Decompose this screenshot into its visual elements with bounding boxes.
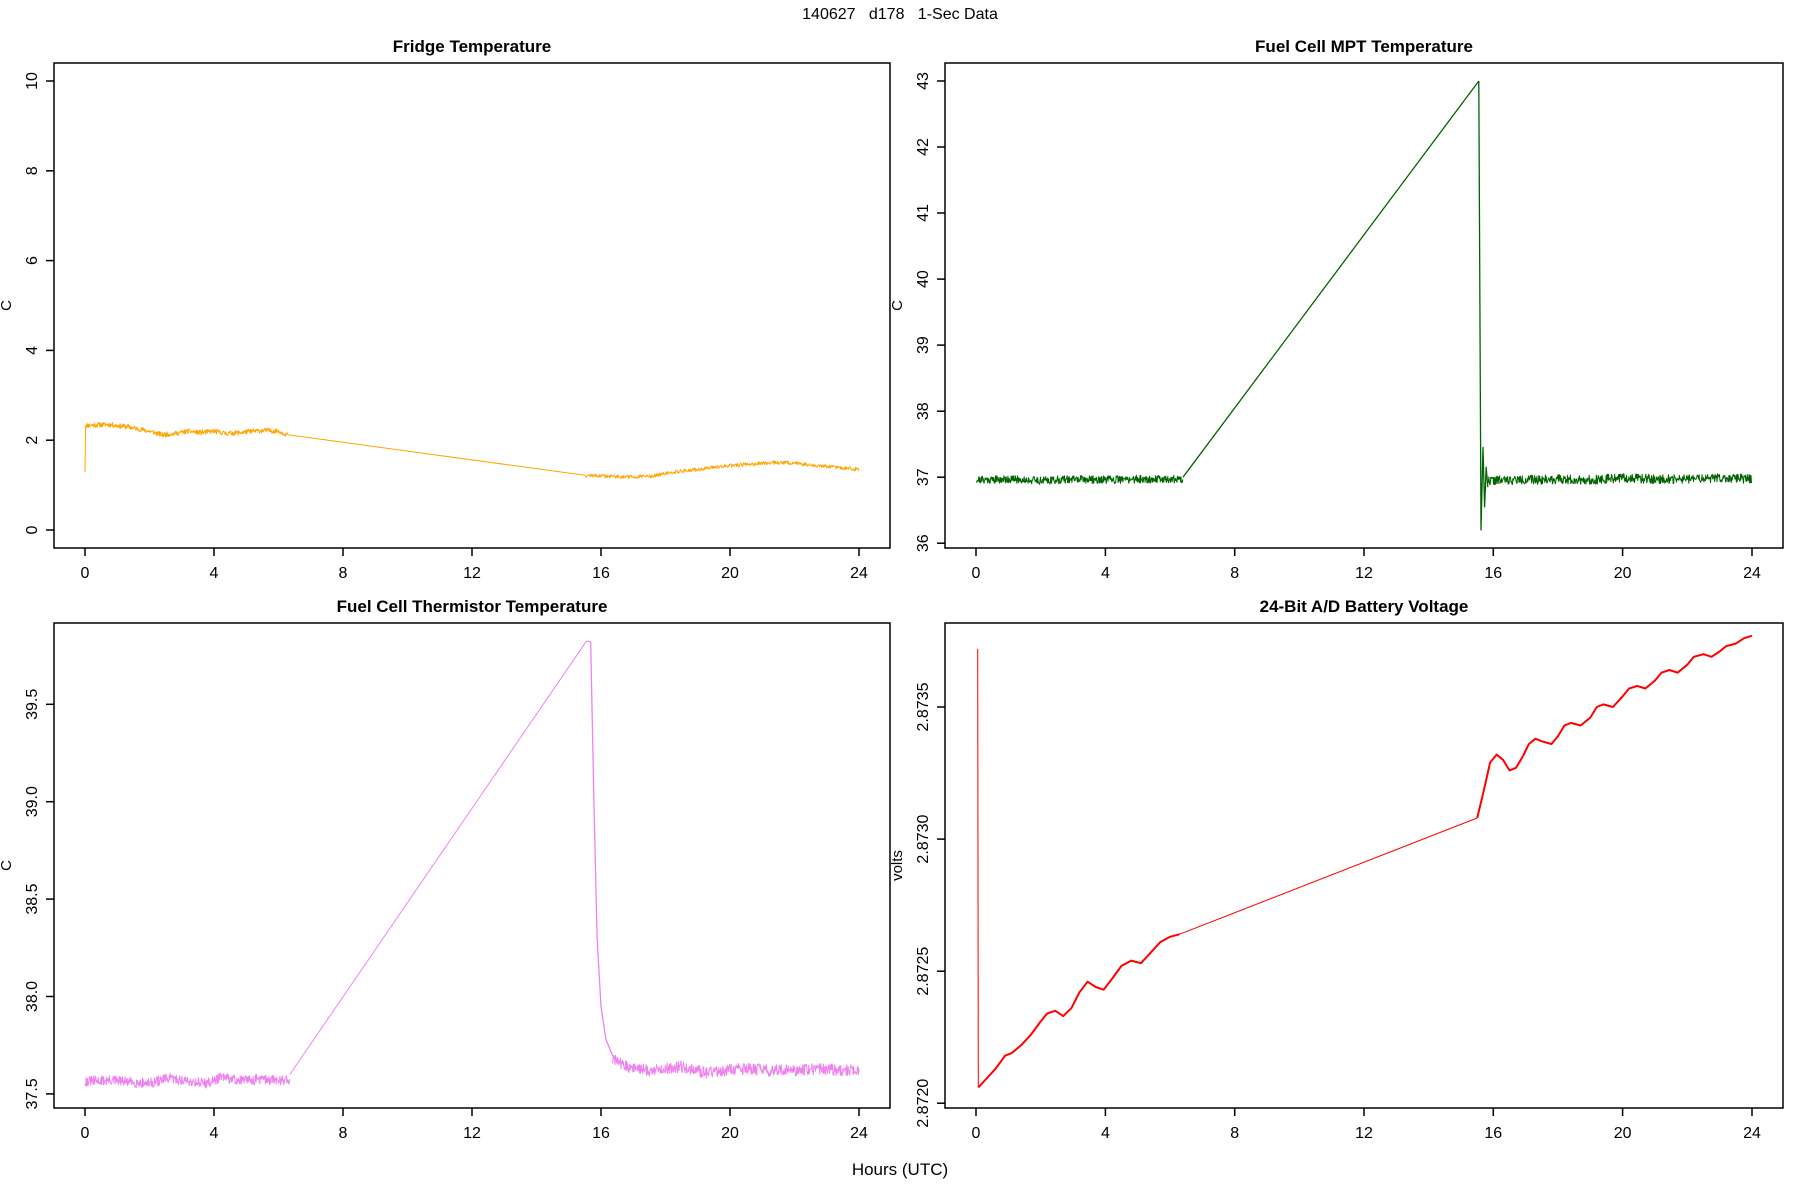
x-tick-label: 16 (592, 1125, 610, 1142)
y-tick-label: 38.5 (24, 883, 41, 914)
x-tick-label: 20 (1614, 565, 1632, 582)
series-segment (84, 422, 289, 438)
y-tick-label: 2.8735 (915, 682, 932, 731)
series-segment (977, 648, 979, 1088)
y-tick-label: 38.0 (24, 981, 41, 1012)
panel-2: Fuel Cell Thermistor Temperature 0 4 8 12 16 2… (0, 597, 891, 1142)
series-segment (1179, 817, 1478, 935)
series-segment (288, 434, 585, 476)
y-tick-label: 43 (915, 72, 932, 90)
panel-title: 24-Bit A/D Battery Voltage (1260, 597, 1469, 616)
y-tick-label: 37.5 (24, 1078, 41, 1109)
x-tick-label: 4 (1101, 565, 1110, 582)
x-tick-label: 24 (1743, 1125, 1761, 1142)
y-tick-label: 38 (915, 402, 932, 420)
x-tick-label: 12 (1355, 565, 1373, 582)
y-tick-label: 4 (24, 346, 41, 355)
plot-box (944, 622, 1784, 1109)
y-tick-label: 37 (915, 468, 932, 486)
y-tick-label: 10 (24, 72, 41, 90)
x-tick-label: 0 (81, 1125, 90, 1142)
x-tick-label: 8 (1230, 565, 1239, 582)
y-axis-label: volts (889, 850, 906, 881)
y-tick-label: 2.8730 (915, 815, 932, 864)
y-tick-label: 8 (24, 166, 41, 175)
y-tick-label: 39.5 (24, 689, 41, 720)
x-tick-label: 24 (850, 1125, 868, 1142)
x-tick-label: 20 (721, 1125, 739, 1142)
plot-box (53, 622, 891, 1109)
series-segment (289, 640, 591, 1075)
y-tick-label: 42 (915, 138, 932, 156)
series-segment (1182, 80, 1480, 478)
series-segment (611, 1054, 860, 1079)
panel-3: 24-Bit A/D Battery Voltage 0 4 8 12 16 20 24 2.8… (889, 597, 1784, 1142)
y-tick-label: 39 (915, 336, 932, 354)
y-tick-label: 40 (915, 270, 932, 288)
x-tick-label: 16 (1484, 565, 1502, 582)
x-tick-label: 4 (1101, 1125, 1110, 1142)
y-axis-label: C (0, 860, 15, 871)
x-tick-label: 20 (1614, 1125, 1632, 1142)
series-segment (584, 460, 860, 480)
y-axis-label: C (889, 300, 906, 311)
x-tick-label: 16 (1484, 1125, 1502, 1142)
y-tick-label: 0 (24, 525, 41, 534)
x-tick-label: 20 (721, 565, 739, 582)
panel-0: Fridge Temperature048121620240246810C (0, 37, 891, 582)
x-tick-label: 0 (972, 565, 981, 582)
series-segment (84, 425, 87, 472)
panel-1: Fuel Cell MPT Temperature 0 4 8 12 16 20 24 36 37… (889, 37, 1784, 582)
series-segment (1478, 80, 1489, 531)
panel-title: Fuel Cell Thermistor Temperature (337, 597, 608, 616)
x-tick-label: 0 (81, 565, 90, 582)
series-segment (1476, 634, 1753, 819)
plot-box (53, 62, 891, 549)
x-tick-label: 0 (972, 1125, 981, 1142)
x-tick-label: 24 (1743, 565, 1761, 582)
x-tick-label: 24 (850, 565, 868, 582)
x-tick-label: 8 (339, 565, 348, 582)
series-segment (590, 641, 621, 1064)
x-tick-label: 12 (1355, 1125, 1373, 1142)
series-segment (1487, 473, 1753, 486)
x-tick-label: 4 (210, 1125, 219, 1142)
x-tick-label: 12 (463, 565, 481, 582)
y-tick-label: 36 (915, 534, 932, 552)
plot-box (944, 62, 1784, 549)
page-title: 140627 d178 1-Sec Data (802, 6, 998, 23)
y-tick-label: 6 (24, 256, 41, 265)
series-segment (84, 1072, 291, 1089)
x-tick-label: 8 (1230, 1125, 1239, 1142)
series-segment (977, 933, 1180, 1089)
series-segment (975, 474, 1184, 485)
x-tick-label: 16 (592, 565, 610, 582)
y-tick-label: 2.8720 (915, 1079, 932, 1128)
x-tick-label: 4 (210, 565, 219, 582)
x-tick-label: 8 (339, 1125, 348, 1142)
panel-title: Fridge Temperature (393, 37, 551, 56)
x-axis-label: Hours (UTC) (851, 1160, 949, 1179)
y-tick-label: 41 (915, 204, 932, 222)
y-axis-label: C (0, 300, 15, 311)
x-tick-label: 12 (463, 1125, 481, 1142)
y-tick-label: 2 (24, 436, 41, 445)
panel-title: Fuel Cell MPT Temperature (1255, 37, 1473, 56)
y-tick-label: 2.8725 (915, 947, 932, 996)
y-tick-label: 39.0 (24, 786, 41, 817)
